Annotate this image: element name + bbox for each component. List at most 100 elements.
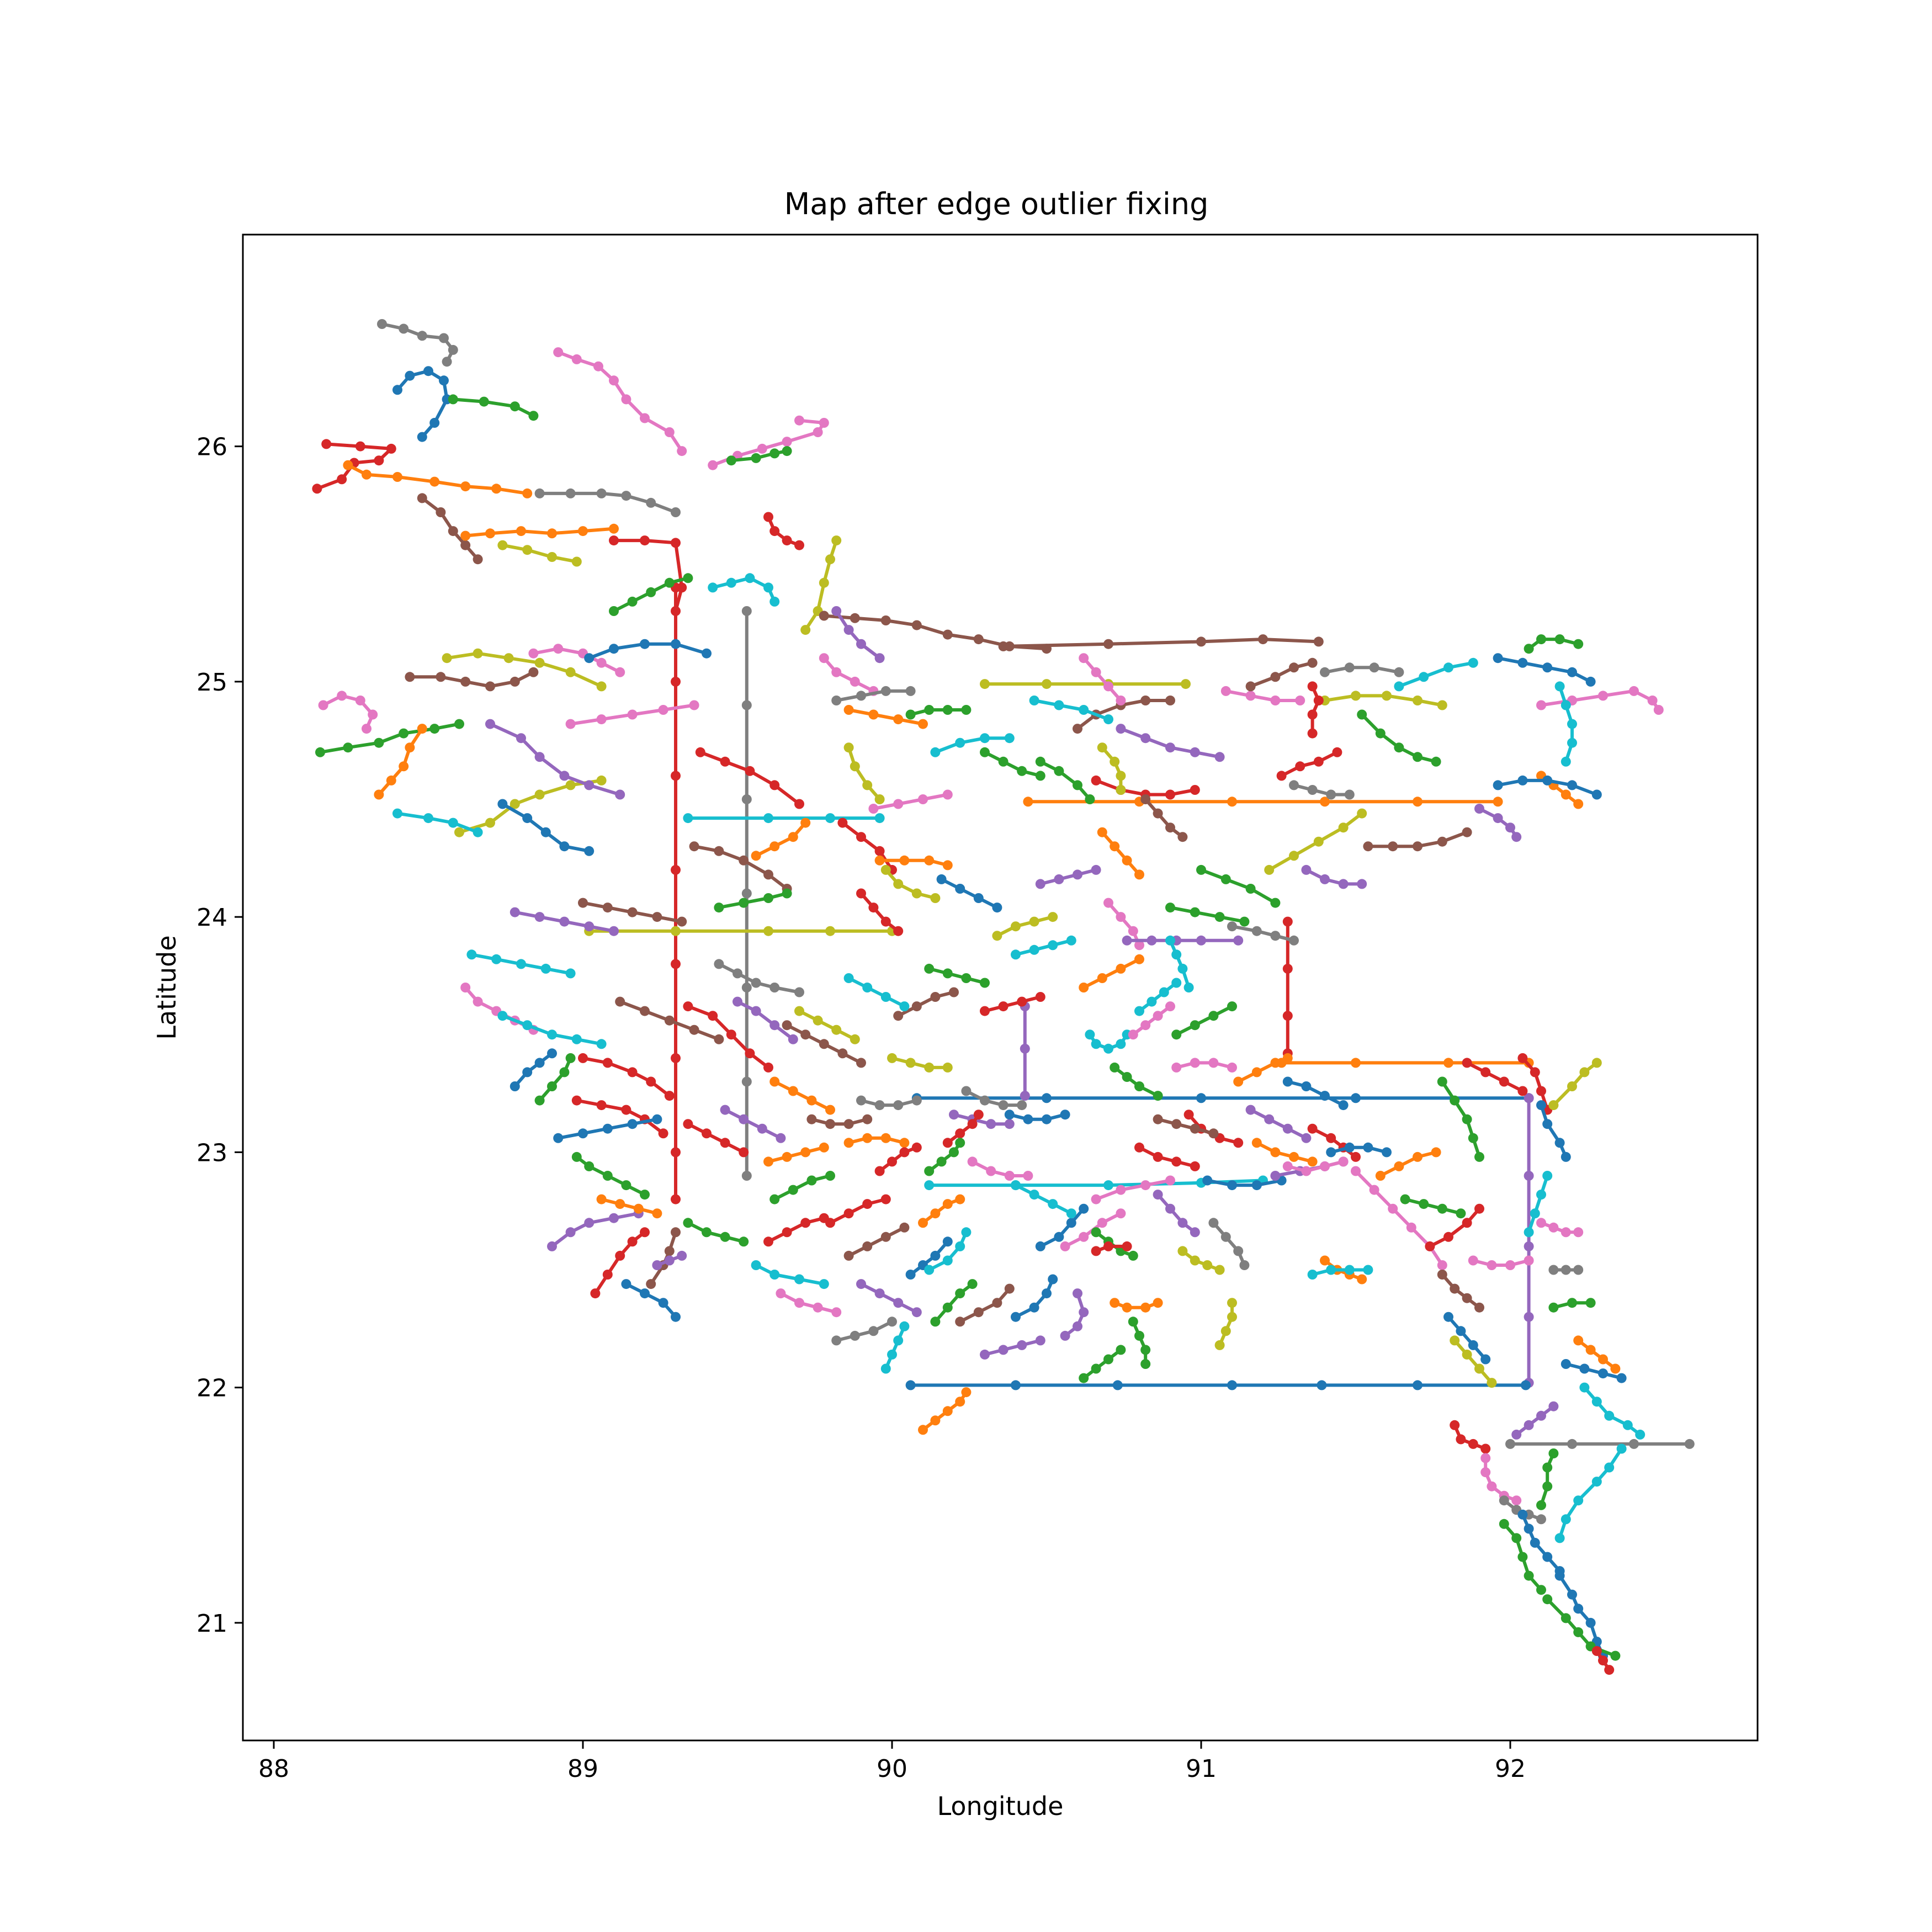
data-point bbox=[1227, 1312, 1237, 1322]
data-point bbox=[868, 1326, 879, 1336]
data-point bbox=[621, 394, 631, 405]
series-41 bbox=[392, 808, 483, 837]
data-point bbox=[640, 1227, 650, 1238]
data-point bbox=[924, 1265, 935, 1275]
data-point bbox=[930, 1250, 941, 1261]
series-197 bbox=[1134, 978, 1182, 1016]
plot-series bbox=[312, 319, 1695, 1675]
data-point bbox=[1591, 789, 1602, 800]
series-line bbox=[1199, 868, 1277, 905]
data-point bbox=[355, 696, 365, 705]
data-point bbox=[769, 983, 780, 992]
series-96 bbox=[1060, 1288, 1089, 1341]
data-point bbox=[1344, 789, 1355, 800]
data-point bbox=[1394, 667, 1404, 677]
data-point bbox=[862, 1114, 873, 1124]
series-line bbox=[847, 1225, 906, 1257]
data-point bbox=[763, 1062, 773, 1073]
data-point bbox=[1079, 653, 1089, 664]
series-line bbox=[773, 1080, 832, 1112]
data-point bbox=[1282, 1123, 1293, 1134]
data-point bbox=[887, 1053, 897, 1063]
data-point bbox=[992, 931, 1002, 941]
data-point bbox=[1066, 1208, 1076, 1219]
series-223 bbox=[806, 1114, 873, 1129]
data-point bbox=[646, 1279, 656, 1289]
data-point bbox=[1208, 1128, 1219, 1139]
data-point bbox=[1622, 1420, 1633, 1430]
data-point bbox=[1220, 874, 1231, 884]
series-67 bbox=[590, 1227, 650, 1299]
data-point bbox=[1091, 1039, 1101, 1049]
data-point bbox=[1165, 1203, 1175, 1214]
series-170 bbox=[1035, 756, 1095, 804]
data-point bbox=[442, 357, 452, 367]
data-point bbox=[899, 1222, 910, 1233]
data-point bbox=[1320, 1161, 1330, 1171]
series-219 bbox=[924, 1138, 965, 1176]
series-173 bbox=[1035, 864, 1101, 889]
data-point bbox=[1214, 1265, 1225, 1275]
data-point bbox=[1220, 1232, 1231, 1242]
series-103 bbox=[1214, 1298, 1237, 1350]
data-point bbox=[1443, 1058, 1453, 1068]
data-point bbox=[942, 1062, 953, 1073]
series-31 bbox=[1505, 1439, 1695, 1449]
data-point bbox=[584, 1218, 595, 1228]
data-point bbox=[1579, 1363, 1590, 1374]
data-point bbox=[741, 606, 752, 616]
data-point bbox=[1004, 1283, 1015, 1294]
data-point bbox=[1171, 949, 1182, 960]
data-point bbox=[1375, 1171, 1386, 1181]
data-point bbox=[621, 491, 631, 501]
data-point bbox=[689, 841, 699, 852]
data-point bbox=[1307, 1270, 1318, 1280]
data-point bbox=[399, 728, 409, 739]
data-point bbox=[1177, 963, 1188, 974]
data-point bbox=[782, 446, 792, 457]
data-point bbox=[596, 681, 607, 692]
data-point bbox=[973, 1110, 984, 1120]
data-point bbox=[627, 709, 638, 720]
data-point bbox=[1097, 1218, 1107, 1228]
data-point bbox=[1165, 742, 1175, 753]
data-point bbox=[745, 1048, 755, 1059]
data-point bbox=[671, 1227, 681, 1238]
data-point bbox=[788, 1086, 798, 1096]
data-point bbox=[584, 780, 595, 790]
series-158 bbox=[1289, 780, 1355, 800]
data-point bbox=[1208, 1058, 1219, 1068]
data-point bbox=[1542, 1171, 1553, 1181]
data-point bbox=[837, 818, 848, 828]
data-point bbox=[800, 625, 811, 635]
data-point bbox=[1091, 1363, 1101, 1374]
data-point bbox=[1487, 1260, 1497, 1270]
data-point bbox=[1375, 728, 1386, 739]
series-line bbox=[1169, 938, 1191, 989]
data-point bbox=[1073, 724, 1082, 734]
y-tick-label: 24 bbox=[197, 904, 227, 932]
data-point bbox=[1233, 1138, 1244, 1148]
data-point bbox=[1060, 1330, 1070, 1341]
data-point bbox=[1140, 696, 1151, 705]
data-point bbox=[714, 846, 724, 856]
series-line bbox=[859, 1282, 919, 1314]
series-line bbox=[1403, 1197, 1463, 1216]
series-105 bbox=[1177, 1246, 1225, 1275]
data-point bbox=[1573, 639, 1584, 649]
series-106 bbox=[1208, 1218, 1250, 1270]
x-tick-label: 91 bbox=[1186, 1755, 1217, 1783]
data-point bbox=[1320, 874, 1330, 884]
series-line bbox=[835, 1320, 894, 1342]
series-line bbox=[995, 915, 1055, 938]
data-point bbox=[509, 907, 520, 917]
data-point bbox=[739, 1114, 749, 1124]
data-point bbox=[1536, 1514, 1546, 1525]
data-point bbox=[473, 996, 483, 1007]
series-183 bbox=[874, 855, 953, 871]
series-69 bbox=[596, 1194, 662, 1219]
data-point bbox=[1208, 1218, 1219, 1228]
series-72 bbox=[652, 1250, 687, 1270]
data-point bbox=[751, 978, 761, 988]
series-line bbox=[1236, 1056, 1289, 1084]
